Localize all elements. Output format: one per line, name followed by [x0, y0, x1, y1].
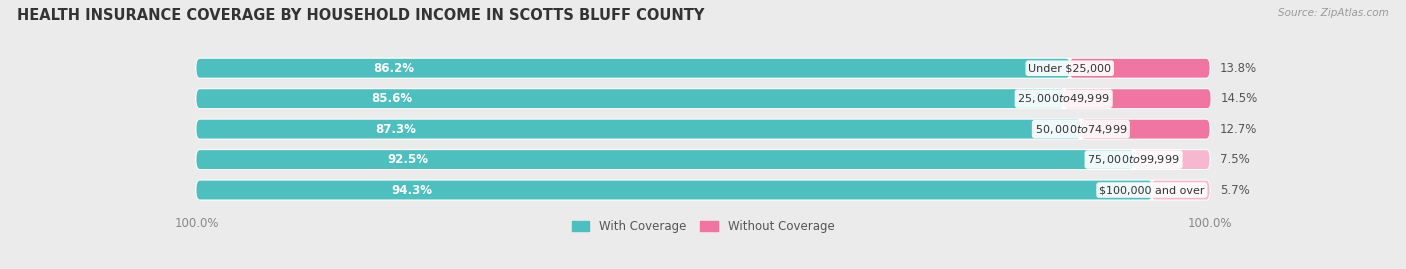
FancyBboxPatch shape	[197, 150, 1133, 169]
Text: $75,000 to $99,999: $75,000 to $99,999	[1087, 153, 1180, 166]
Text: 5.7%: 5.7%	[1220, 183, 1250, 197]
FancyBboxPatch shape	[197, 120, 1209, 139]
FancyBboxPatch shape	[197, 150, 1209, 169]
Legend: With Coverage, Without Coverage: With Coverage, Without Coverage	[572, 220, 834, 233]
Text: 92.5%: 92.5%	[387, 153, 429, 166]
Text: HEALTH INSURANCE COVERAGE BY HOUSEHOLD INCOME IN SCOTTS BLUFF COUNTY: HEALTH INSURANCE COVERAGE BY HOUSEHOLD I…	[17, 8, 704, 23]
Text: $50,000 to $74,999: $50,000 to $74,999	[1035, 123, 1128, 136]
FancyBboxPatch shape	[1152, 180, 1209, 200]
FancyBboxPatch shape	[197, 180, 1209, 200]
FancyBboxPatch shape	[197, 59, 1070, 78]
Text: Under $25,000: Under $25,000	[1028, 63, 1111, 73]
Text: 85.6%: 85.6%	[371, 92, 413, 105]
FancyBboxPatch shape	[197, 180, 1152, 200]
Text: $100,000 and over: $100,000 and over	[1099, 185, 1205, 195]
Text: 94.3%: 94.3%	[391, 183, 432, 197]
FancyBboxPatch shape	[197, 120, 1081, 139]
Text: 13.8%: 13.8%	[1220, 62, 1257, 75]
FancyBboxPatch shape	[1064, 89, 1211, 108]
FancyBboxPatch shape	[197, 89, 1064, 108]
Text: $25,000 to $49,999: $25,000 to $49,999	[1018, 92, 1109, 105]
Text: 7.5%: 7.5%	[1220, 153, 1250, 166]
Text: 87.3%: 87.3%	[375, 123, 416, 136]
Text: 12.7%: 12.7%	[1220, 123, 1257, 136]
FancyBboxPatch shape	[197, 89, 1209, 108]
FancyBboxPatch shape	[197, 59, 1209, 78]
Text: 86.2%: 86.2%	[373, 62, 415, 75]
FancyBboxPatch shape	[1133, 150, 1209, 169]
Text: 14.5%: 14.5%	[1220, 92, 1258, 105]
Text: Source: ZipAtlas.com: Source: ZipAtlas.com	[1278, 8, 1389, 18]
FancyBboxPatch shape	[1081, 120, 1209, 139]
FancyBboxPatch shape	[1070, 59, 1209, 78]
